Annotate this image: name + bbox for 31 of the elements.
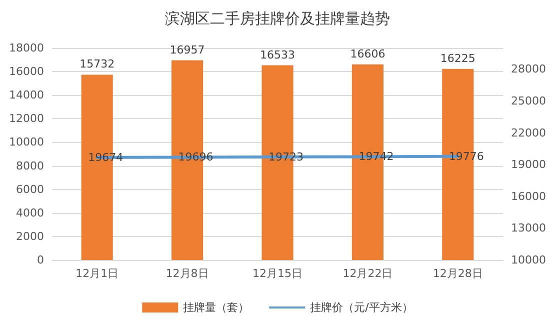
legend-label: 挂牌量（套） [183,301,250,314]
data-label: 16957 [170,43,205,56]
y-tick-label: 10000 [9,136,44,149]
y-tick-label: 2000 [16,230,44,243]
data-label: 15732 [80,58,115,71]
y2-tick-label: 10000 [511,254,546,266]
x-tick-label: 12月1日 [76,267,119,280]
x-tick-label: 12月8日 [166,267,209,280]
y2-tick-label: 16000 [511,190,546,203]
chart-title: 滨湖区二手房挂牌价及挂牌量趋势 [165,10,390,28]
y-tick-label: 0 [37,254,44,266]
y-tick-label: 8000 [16,159,44,172]
y2-tick-label: 28000 [511,62,546,76]
y-tick-label: 6000 [16,182,44,196]
y-tick-label: 4000 [16,206,44,220]
data-label: 19674 [88,150,124,164]
y2-tick-label: 19000 [511,158,546,172]
data-label: 16225 [440,52,476,65]
y-tick-label: 12000 [9,112,44,126]
data-label: 16533 [260,48,295,62]
y2-tick-label: 22000 [511,126,546,140]
x-tick-label: 12月22日 [342,267,393,280]
y-tick-label: 18000 [9,42,44,54]
y2-tick-label: 25000 [511,94,546,108]
legend-label: 挂牌价（元/平方米） [310,301,413,314]
x-tick-label: 12月15日 [252,267,302,280]
data-label: 16606 [350,47,386,60]
y-tick-label: 16000 [9,65,44,78]
x-tick-label: 12月28日 [432,267,483,280]
y-tick-label: 14000 [9,88,44,102]
y2-tick-label: 13000 [511,222,546,235]
